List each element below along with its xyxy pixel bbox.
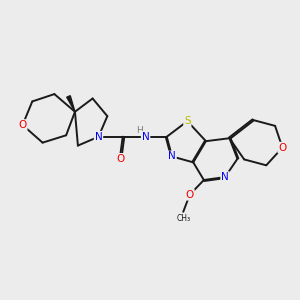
Text: CH₃: CH₃: [176, 214, 190, 223]
Text: H: H: [136, 126, 142, 135]
Text: N: N: [142, 132, 149, 142]
Text: O: O: [19, 120, 27, 130]
Text: N: N: [221, 172, 229, 182]
Text: N: N: [94, 132, 102, 142]
Text: N: N: [168, 152, 176, 161]
Polygon shape: [67, 96, 75, 112]
Text: O: O: [186, 190, 194, 200]
Text: S: S: [184, 116, 191, 126]
Text: O: O: [116, 154, 125, 164]
Text: O: O: [278, 142, 286, 153]
